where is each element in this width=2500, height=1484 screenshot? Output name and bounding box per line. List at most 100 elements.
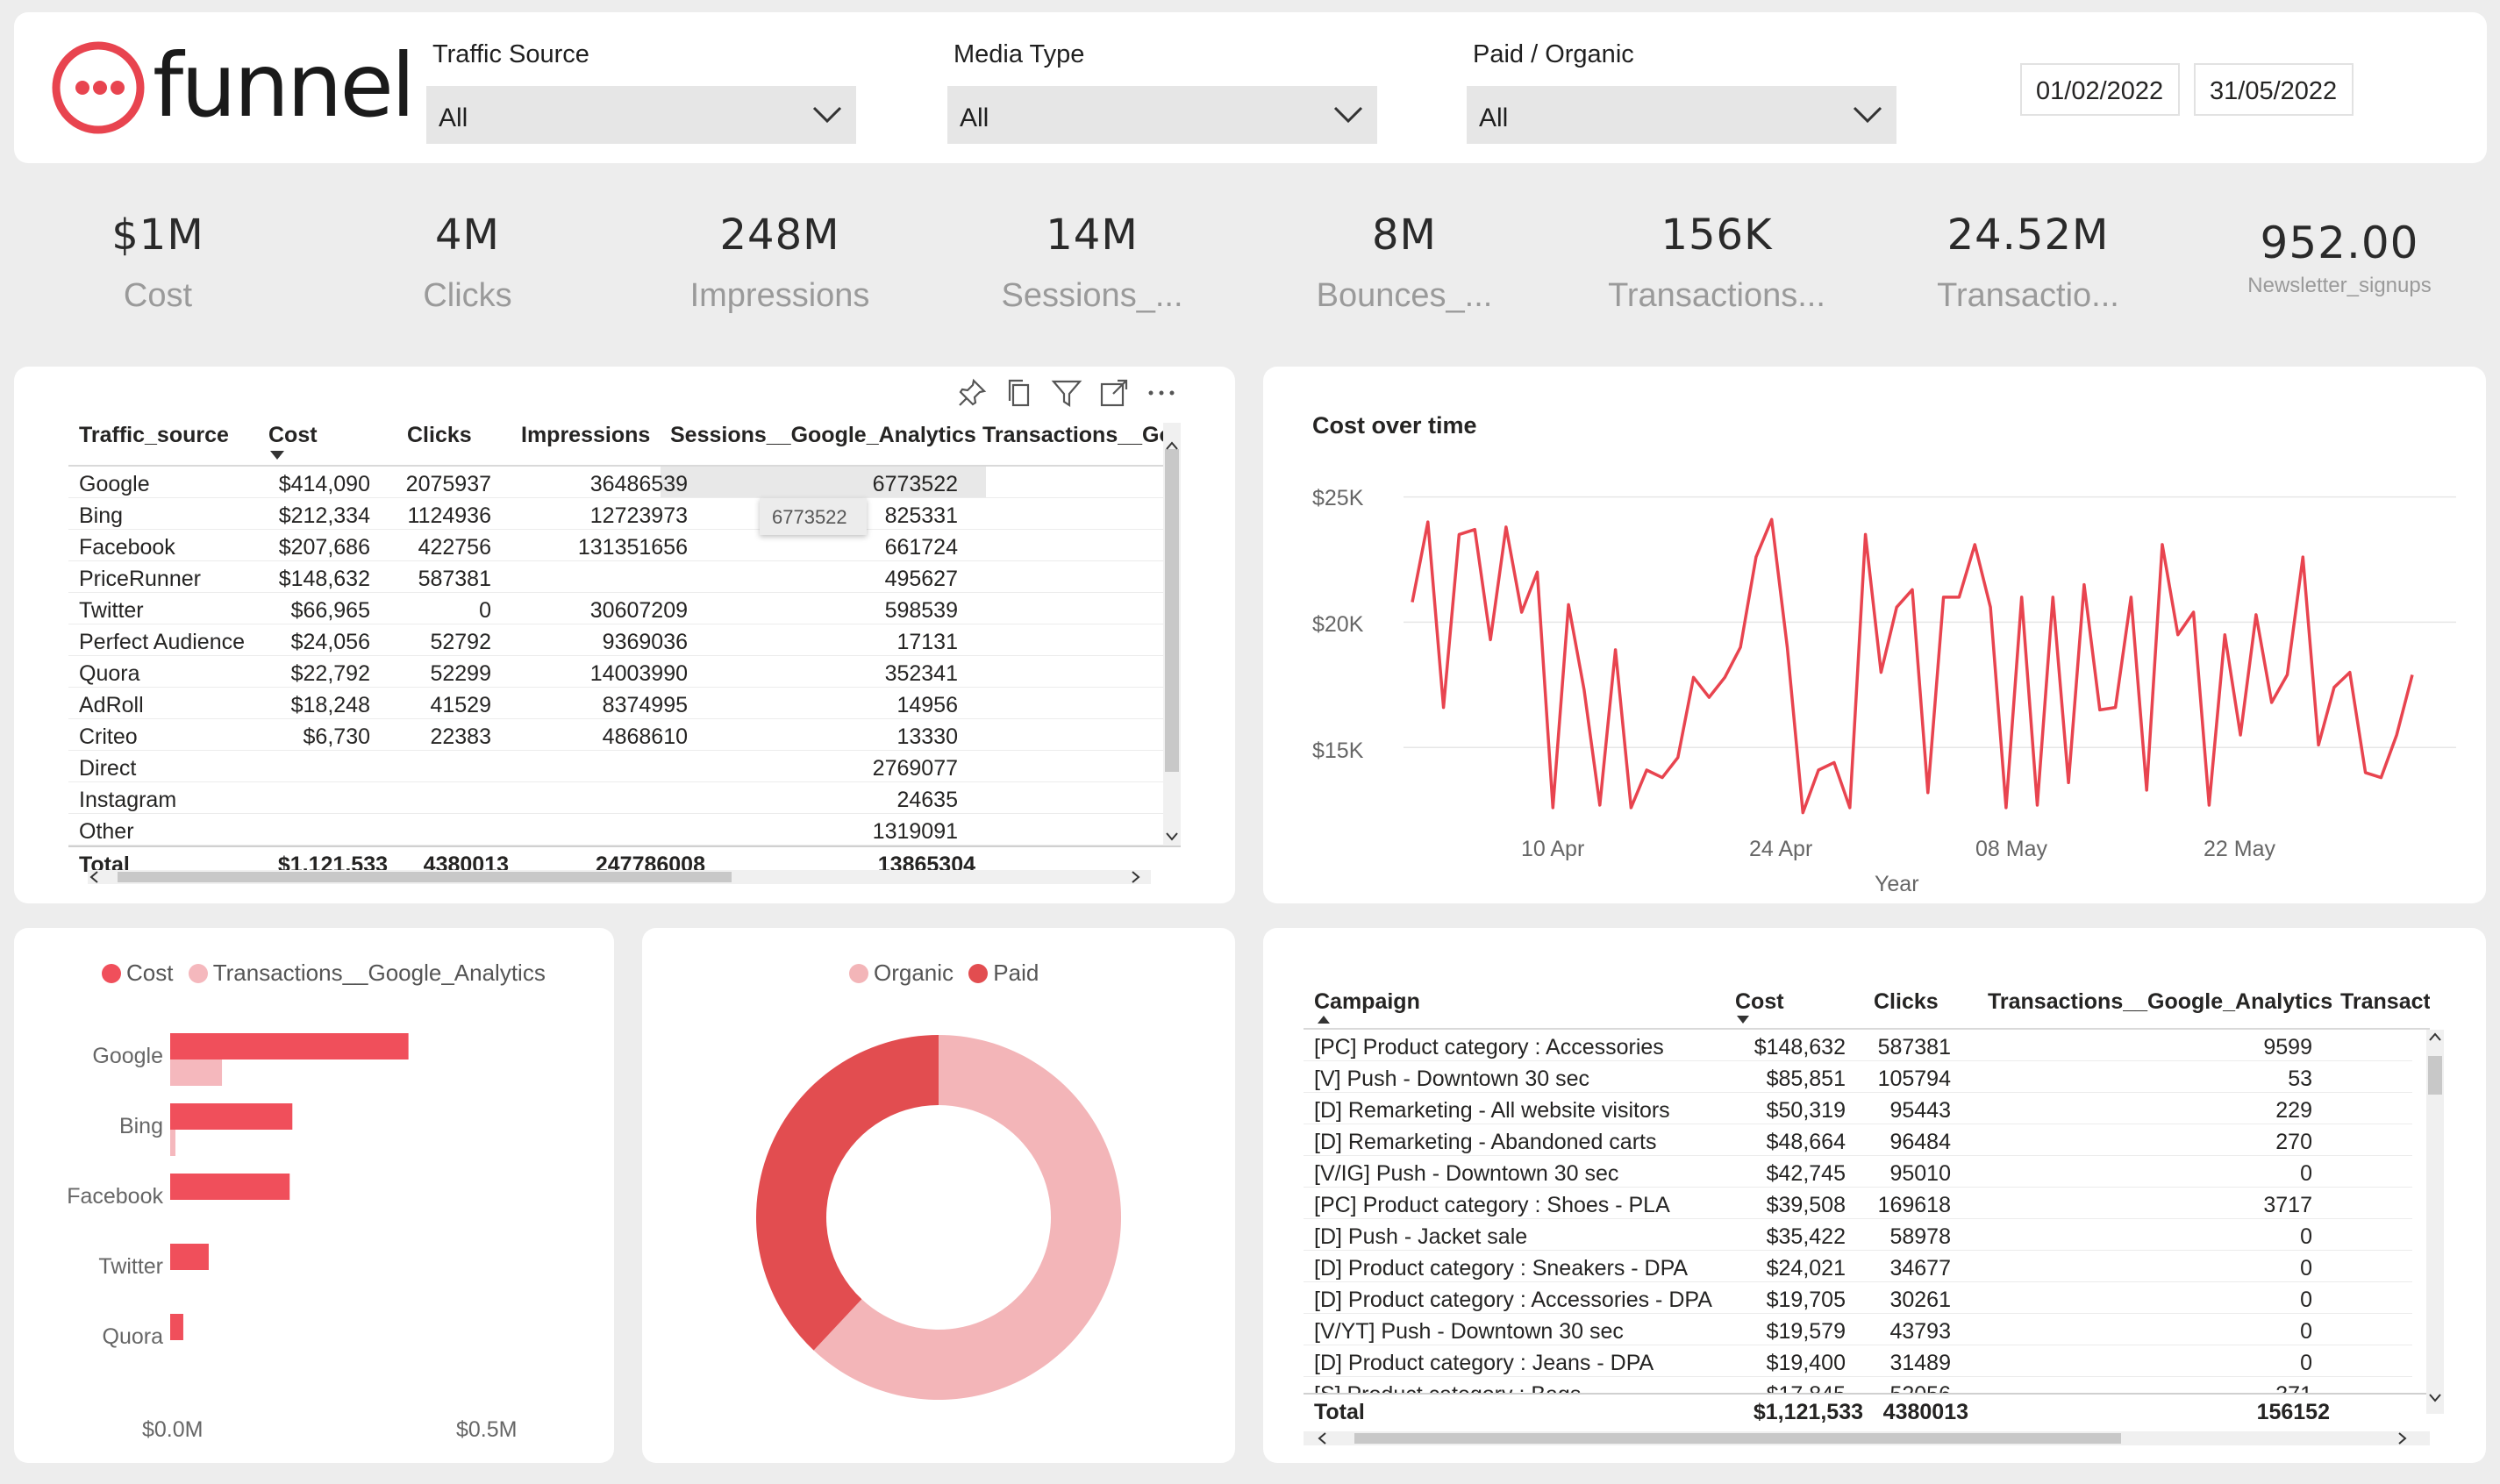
scroll-right-icon[interactable] [2395,1431,2409,1445]
more-options-icon[interactable] [1146,377,1177,409]
table-row[interactable]: [D] Product category : Jeans - DPA $19,40… [1304,1345,2412,1377]
data-point[interactable] [1863,532,1868,537]
data-point[interactable] [1925,790,1931,796]
data-point[interactable] [1597,803,1603,808]
data-point[interactable] [1456,532,1461,537]
vertical-scrollbar[interactable] [2426,1030,2444,1414]
data-point[interactable] [2206,803,2211,808]
table-row[interactable]: PriceRunner $148,632 587381 495627 [68,561,1163,593]
data-point[interactable] [2097,707,2103,712]
focus-mode-icon[interactable] [1098,377,1130,409]
data-point[interactable] [1910,587,1915,592]
data-point[interactable] [2347,670,2353,675]
cost-series-line[interactable] [1411,517,2414,815]
data-point[interactable] [2191,610,2196,615]
scroll-down-icon[interactable] [1165,831,1179,842]
donut-chart-plot[interactable] [746,1024,1132,1410]
column-header-traffic-source[interactable]: Traffic_source [79,423,229,447]
scroll-left-icon[interactable] [88,870,102,884]
data-point[interactable] [1722,674,1727,680]
date-start-input[interactable]: 01/02/2022 [2020,63,2180,116]
table-row[interactable]: Instagram 24635 [68,782,1163,814]
media-type-dropdown[interactable]: All [947,86,1377,144]
bar-cost[interactable] [170,1174,290,1200]
data-point[interactable] [2113,705,2118,710]
scrollbar-thumb[interactable] [1165,449,1179,772]
bar-transactions[interactable] [170,1130,175,1156]
table-row[interactable]: [D] Push - Jacket sale $35,422 58978 0 [1304,1219,2412,1251]
data-point[interactable] [1441,705,1446,710]
table-row[interactable]: [V/YT] Push - Downtown 30 sec $19,579 4379… [1304,1314,2412,1345]
table-row[interactable]: [PC] Product category : Accessories $148,… [1304,1030,2412,1061]
column-header-clicks[interactable]: Clicks [407,423,472,447]
table-row[interactable]: Direct 2769077 [68,751,1163,782]
data-point[interactable] [2128,595,2133,600]
data-point[interactable] [1832,760,1837,765]
data-point[interactable] [1644,767,1649,773]
column-header-campaign[interactable]: Campaign [1314,989,1420,1014]
data-point[interactable] [1706,695,1711,700]
scroll-up-icon[interactable] [2428,1031,2442,1042]
table-row[interactable]: Other 1319091 [68,814,1163,845]
column-header-cost[interactable]: Cost [268,423,318,447]
table-row[interactable]: [D] Remarketing - Abandoned carts $48,664… [1304,1124,2412,1156]
column-header-transactions[interactable]: Transactions__Go [982,423,1173,447]
scrollbar-thumb[interactable] [1354,1433,2121,1444]
data-point[interactable] [2144,788,2149,793]
data-point[interactable] [2410,672,2415,677]
data-point[interactable] [1816,767,1821,773]
data-point[interactable] [1691,674,1696,680]
data-point[interactable] [1785,645,1790,650]
table-row[interactable]: Facebook $207,686 422756 131351656 661724 [68,530,1163,561]
bar-cost[interactable] [170,1033,409,1059]
data-point[interactable] [1754,554,1759,560]
data-point[interactable] [1675,755,1681,760]
column-header-transact[interactable]: Transact [2340,989,2430,1014]
data-point[interactable] [2066,780,2071,785]
filter-icon[interactable] [1051,377,1082,409]
data-point[interactable] [1628,805,1633,810]
scroll-left-icon[interactable] [1316,1431,1330,1445]
data-point[interactable] [2050,595,2055,600]
data-point[interactable] [1425,519,1431,524]
donut-slice-organic[interactable] [813,1035,1121,1400]
data-point[interactable] [1956,595,1961,600]
data-point[interactable] [1582,688,1587,693]
table-row[interactable]: [D] Product category : Accessories - DPA… [1304,1282,2412,1314]
data-point[interactable] [1488,637,1493,642]
data-point[interactable] [2175,632,2181,638]
data-point[interactable] [2316,742,2321,747]
data-point[interactable] [2160,542,2165,547]
data-point[interactable] [1566,602,1571,607]
traffic-source-dropdown[interactable]: All [426,86,856,144]
data-point[interactable] [1660,775,1665,781]
table-row[interactable]: Bing $212,334 1124936 12723973 825331 [68,498,1163,530]
table-row[interactable]: AdRoll $18,248 41529 8374995 14956 [68,688,1163,719]
data-point[interactable] [1972,542,1977,547]
scrollbar-thumb[interactable] [118,872,732,882]
table-row[interactable]: Twitter $66,965 0 30607209 598539 [68,593,1163,624]
data-point[interactable] [1613,647,1618,653]
table-row[interactable]: Perfect Audience $24,056 52792 9369036 17131 [68,624,1163,656]
data-point[interactable] [2082,582,2087,588]
horizontal-scrollbar[interactable] [1304,1431,2430,1445]
column-header-transactions[interactable]: Transactions__Google_Analytics [1988,989,2333,1014]
table-row[interactable]: Quora $22,792 52299 14003990 352341 [68,656,1163,688]
data-point[interactable] [1472,527,1477,532]
line-chart-plot[interactable] [1404,472,2456,823]
donut-slice-paid[interactable] [755,1035,939,1351]
data-point[interactable] [1550,805,1555,810]
data-point[interactable] [1535,569,1540,574]
data-point[interactable] [2004,805,2009,810]
data-point[interactable] [2035,803,2040,808]
data-point[interactable] [1410,600,1415,605]
vertical-scrollbar[interactable] [1163,423,1181,845]
data-point[interactable] [1800,810,1805,816]
bar-cost[interactable] [170,1314,183,1340]
data-point[interactable] [2332,685,2337,690]
table-row[interactable]: [PC] Product category : Shoes - PLA $39,5… [1304,1188,2412,1219]
data-point[interactable] [1769,517,1775,522]
data-point[interactable] [2238,732,2243,738]
data-point[interactable] [2378,775,2383,781]
data-point[interactable] [2285,672,2290,677]
